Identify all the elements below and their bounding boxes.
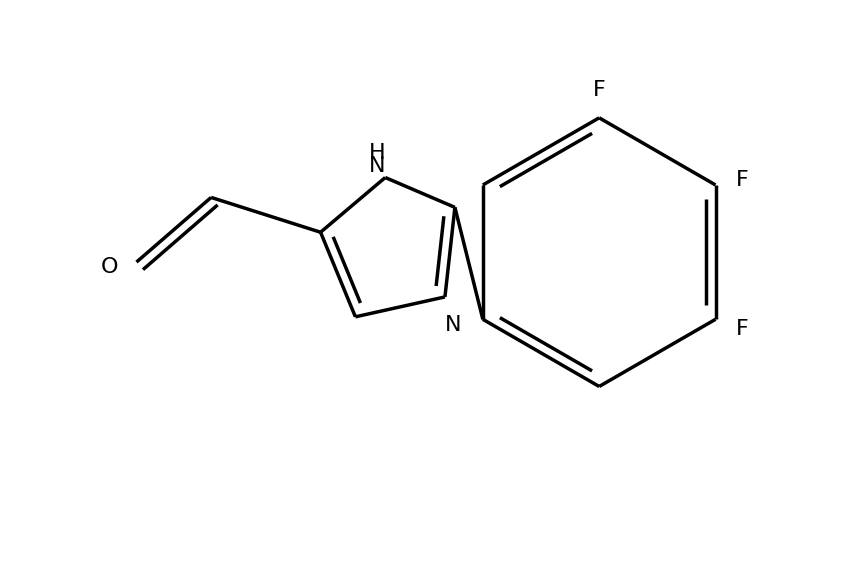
Text: F: F bbox=[593, 80, 606, 100]
Text: O: O bbox=[101, 257, 119, 277]
Text: N: N bbox=[444, 315, 461, 335]
Text: H: H bbox=[369, 143, 385, 162]
Text: N: N bbox=[369, 156, 385, 175]
Text: F: F bbox=[735, 170, 748, 190]
Text: F: F bbox=[735, 319, 748, 339]
